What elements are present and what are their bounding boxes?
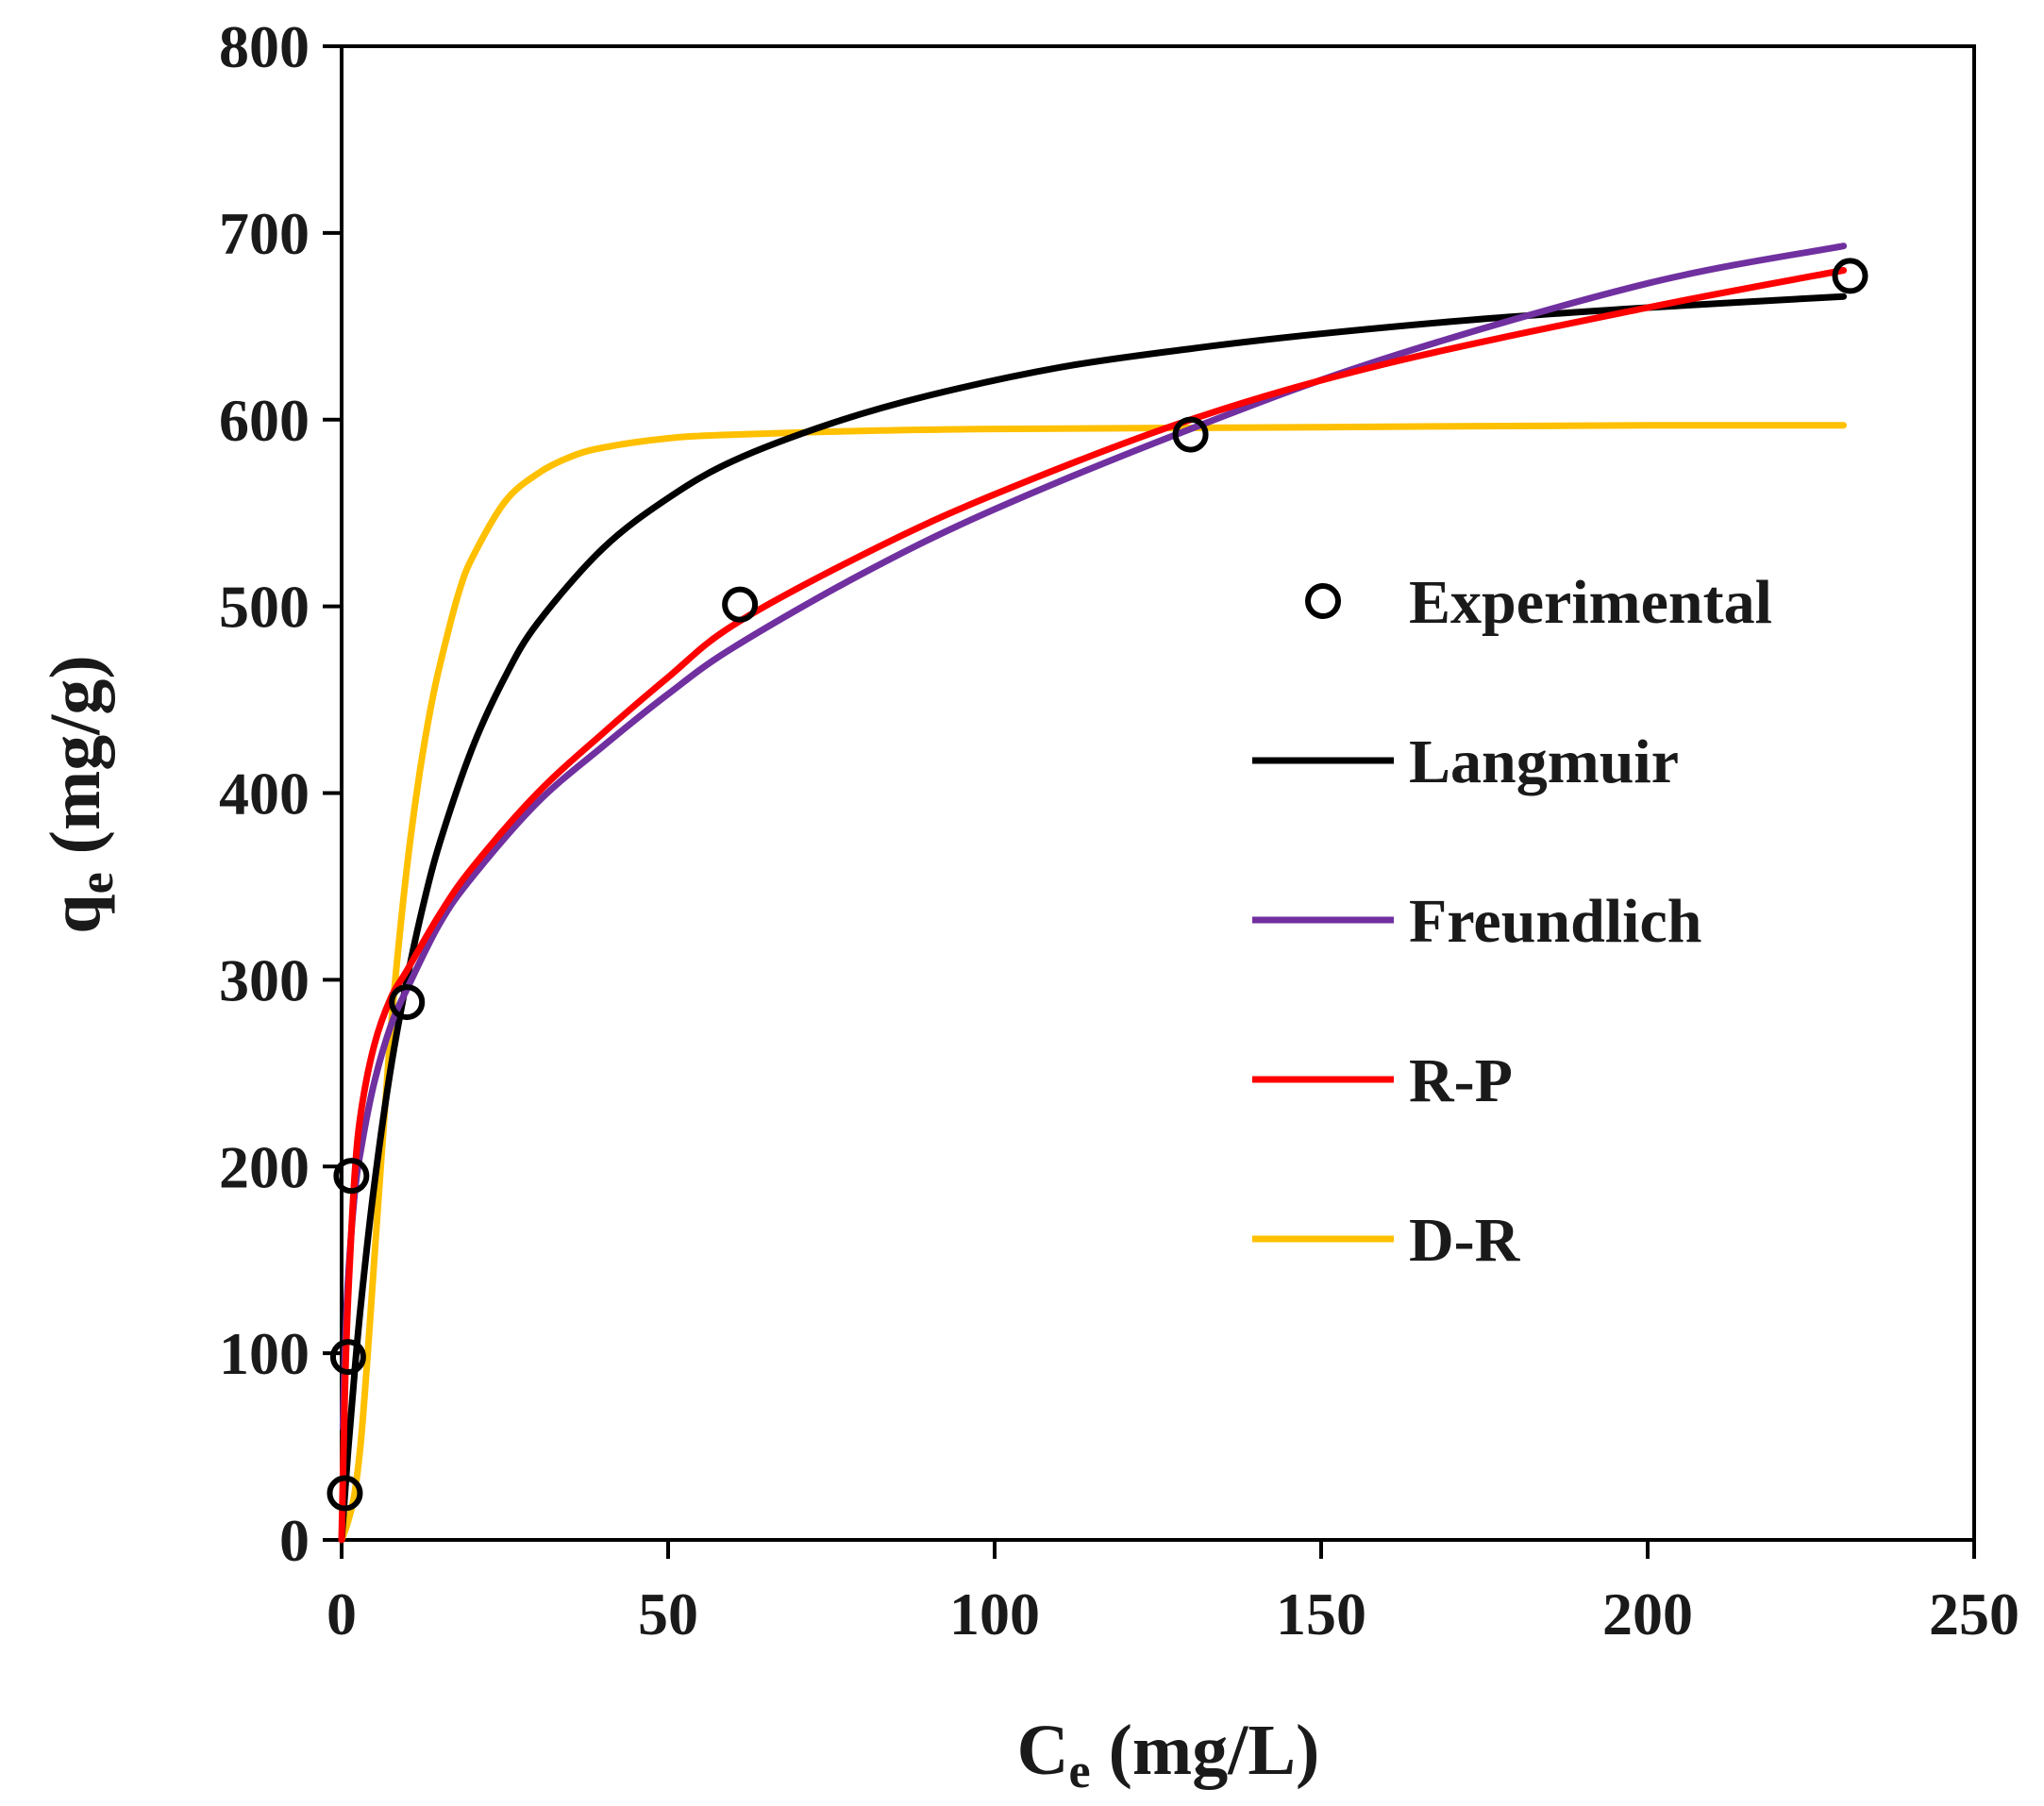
series-line-langmuir [338,293,1848,1544]
x-tick-label-250: 250 [1929,1580,2019,1647]
y-axis-ticks: 0 100 200 300 400 500 600 700 800 [219,13,342,1574]
x-tick-label-100: 100 [949,1580,1040,1647]
series-line-r-p [338,267,1848,1544]
y-tick-label-100: 100 [219,1320,310,1387]
y-tick-label-0: 0 [279,1507,310,1574]
legend-label-rp: R-P [1409,1046,1513,1115]
experimental-point-7 [1832,258,1868,294]
legend-label-freundlich: Freundlich [1409,887,1702,956]
y-axis-title: qe (mg/g) [36,655,124,933]
y-tick-label-500: 500 [219,574,310,641]
legend-label-experimental: Experimental [1409,568,1772,637]
x-tick-label-0: 0 [327,1580,357,1647]
y-tick-label-200: 200 [219,1133,310,1200]
y-tick-label-300: 300 [219,946,310,1013]
x-axis-ticks: 0 50 100 150 200 250 [327,1540,2019,1647]
plot-area [340,44,1976,1542]
y-axis-title-sub: e [70,872,124,894]
experimental-point-1 [327,1475,363,1512]
legend-marker-experimental [1305,583,1341,619]
x-axis-title-unit: (mg/L) [1091,1711,1320,1790]
x-tick-label-50: 50 [638,1580,698,1647]
y-tick-label-800: 800 [219,13,310,80]
x-tick-label-200: 200 [1602,1580,1693,1647]
y-axis-title-main: q [36,894,115,933]
y-tick-label-400: 400 [219,761,310,828]
x-axis-title: Ce (mg/L) [1017,1711,1320,1798]
experimental-point-5 [722,586,759,623]
y-axis-title-unit: (mg/g) [36,655,115,872]
x-tick-label-150: 150 [1276,1580,1366,1647]
legend-label-langmuir: Langmuir [1409,727,1679,796]
experimental-point-3 [333,1158,370,1195]
x-axis-title-main: C [1017,1711,1069,1790]
series-line-d-r [338,422,1848,1544]
x-axis-title-sub: e [1069,1745,1091,1798]
legend: Experimental Langmuir Freundlich R-P D-R [1252,568,1772,1275]
experimental-points [327,258,1868,1512]
y-tick-label-700: 700 [219,200,310,267]
series-layer [338,242,1848,1544]
experimental-point-4 [389,984,426,1021]
legend-label-dr: D-R [1409,1206,1521,1275]
experimental-point-6 [1172,416,1209,453]
experimental-point-2 [329,1339,366,1376]
y-tick-label-600: 600 [219,387,310,454]
